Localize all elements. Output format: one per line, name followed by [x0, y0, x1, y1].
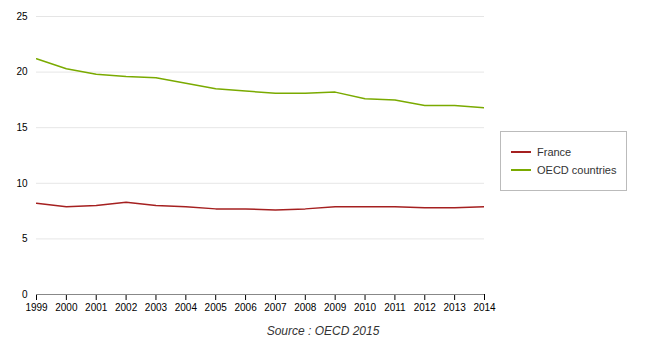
svg-text:1999: 1999: [25, 302, 48, 313]
svg-text:2005: 2005: [205, 302, 228, 313]
html-text:OECD countries: OECD countries: [537, 164, 617, 176]
svg-text:0: 0: [22, 289, 28, 300]
svg-text:20: 20: [16, 66, 28, 77]
svg-text:2011: 2011: [384, 302, 406, 313]
svg-text:2014: 2014: [473, 302, 496, 313]
svg-text:2010: 2010: [354, 302, 377, 313]
html-text:France: France: [537, 146, 572, 158]
html-text:Source : OECD 2015: Source : OECD 2015: [266, 324, 380, 338]
svg-text:2012: 2012: [414, 302, 437, 313]
svg-text:5: 5: [22, 233, 28, 244]
svg-text:2008: 2008: [294, 302, 317, 313]
svg-text:2006: 2006: [234, 302, 257, 313]
svg-text:25: 25: [16, 11, 28, 22]
svg-text:2002: 2002: [115, 302, 138, 313]
svg-text:2013: 2013: [444, 302, 467, 313]
svg-text:15: 15: [16, 122, 28, 133]
svg-text:2000: 2000: [55, 302, 78, 313]
svg-text:2004: 2004: [175, 302, 198, 313]
svg-text:2007: 2007: [264, 302, 287, 313]
svg-text:2009: 2009: [324, 302, 347, 313]
svg-text:2003: 2003: [145, 302, 168, 313]
svg-text:2001: 2001: [85, 302, 108, 313]
svg-text:10: 10: [16, 178, 28, 189]
